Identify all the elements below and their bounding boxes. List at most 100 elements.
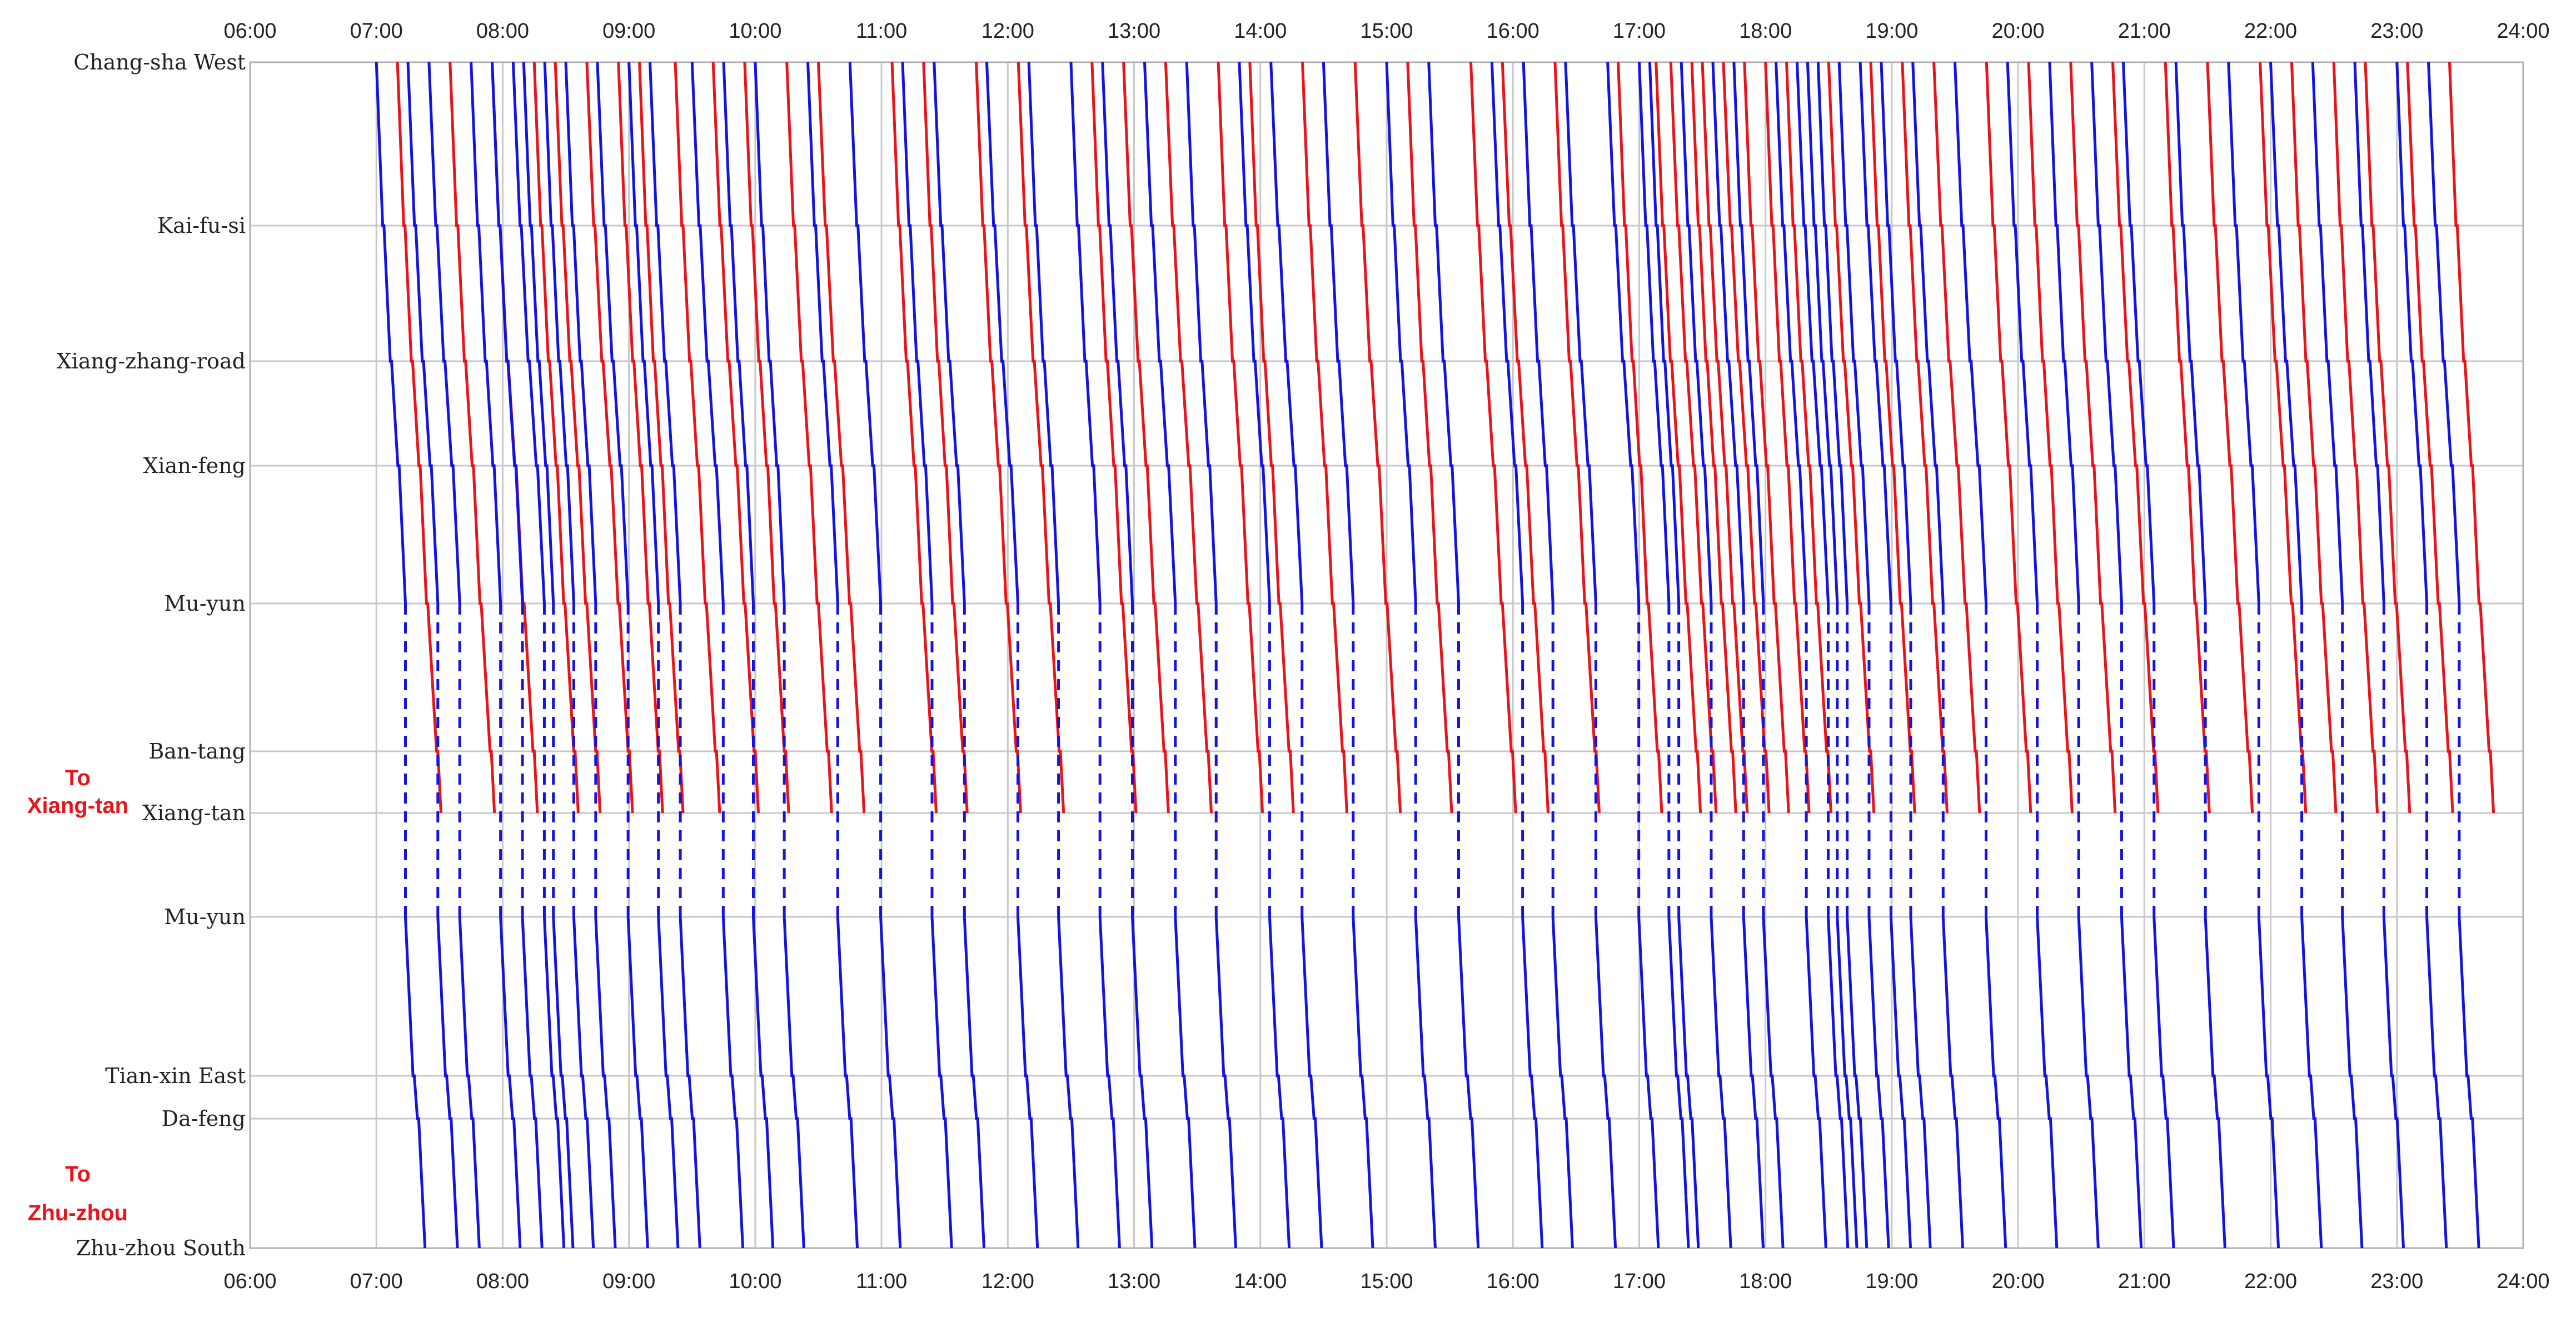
train-xiang-tan-line [1406,62,1453,814]
train-zhu-zhou-line-lower [594,916,617,1249]
train-zhu-zhou-line-upper [2311,62,2344,604]
train-zhu-zhou-line-upper [1101,62,1134,604]
train-zhu-zhou-line-lower [721,916,745,1249]
train-zhu-zhou-line-upper [754,62,786,604]
train-zhu-zhou-line-lower [2120,916,2143,1249]
train-xiang-tan-line [1869,62,1916,814]
station-label: Zhu-zhou South [76,1236,246,1260]
train-xiang-tan-line [491,62,539,814]
train-zhu-zhou-line-lower [542,916,566,1249]
train-zhu-zhou-line-upper [2048,62,2080,604]
train-xiang-tan-line [890,62,938,814]
train-zhu-zhou-line-lower [521,916,544,1249]
train-zhu-zhou-line-lower [1214,916,1237,1249]
x-tick-label-bottom: 22:00 [2244,1270,2297,1293]
train-xiang-tan-line [2406,62,2454,814]
grid [249,61,2524,1249]
train-xiang-tan-line [2364,62,2411,814]
train-xiang-tan-line [1164,62,1213,814]
train-xiang-tan-line [1985,62,2032,814]
train-zhu-zhou-line-upper [1858,62,1892,604]
train-zhu-zhou-line-upper [2006,62,2039,604]
x-tick-label-bottom: 23:00 [2370,1270,2423,1293]
train-zhu-zhou-line-upper [1069,62,1102,604]
train-zhu-zhou-line-lower [751,916,775,1249]
train-zhu-zhou-line-upper [1564,62,1597,604]
train-zhu-zhou-line-lower [2341,916,2364,1249]
train-zhu-zhou-line-upper [1954,62,1988,604]
train-zhu-zhou-line-upper [2090,62,2123,604]
train-zhu-zhou-line-lower [783,916,805,1249]
train-zhu-zhou-line-lower [1762,916,1785,1249]
train-zhu-zhou-line-lower [1098,916,1121,1249]
train-xiang-tan-line [1901,62,1949,814]
train-xiang-tan-line [532,62,580,814]
train-zhu-zhou-line-lower [2077,916,2100,1249]
train-xiang-tan-line [1785,62,1832,814]
x-tick-label-bottom: 18:00 [1739,1270,1792,1293]
train-zhu-zhou-line-lower [930,916,953,1249]
train-zhu-zhou-line-upper [1143,62,1177,604]
train-xiang-tan-line [2259,62,2308,814]
train-zhu-zhou-line-lower [1889,916,1912,1249]
train-zhu-zhou-line-upper [491,62,524,604]
train-zhu-zhou-line-upper [1680,62,1713,604]
x-tick-label-top: 21:00 [2118,19,2171,43]
train-zhu-zhou-line-upper [427,62,461,604]
x-tick-label-top: 09:00 [602,19,655,43]
x-tick-label-bottom: 06:00 [223,1270,276,1293]
x-tick-label-bottom: 19:00 [1865,1270,1918,1293]
train-zhu-zhou-line-lower [879,916,902,1249]
train-zhu-zhou-line-upper [2174,62,2207,604]
train-zhu-zhou-line-lower [1805,916,1827,1249]
train-xiang-tan-line [922,62,969,814]
train-xiang-tan-line [1722,62,1771,814]
x-tick-label-bottom: 12:00 [981,1270,1034,1293]
train-paths [375,62,2495,1249]
train-xiang-tan-line [1353,62,1402,814]
train-zhu-zhou-line-upper [1637,62,1671,604]
train-xiang-tan-line [785,62,833,814]
train-xiang-tan-line [1617,62,1663,814]
train-xiang-tan-line [1690,62,1737,814]
train-zhu-zhou-line-lower [1521,916,1544,1249]
train-zhu-zhou-line-upper [2227,62,2260,604]
train-xiang-tan-line [1669,62,1718,814]
train-zhu-zhou-line-upper [2269,62,2304,604]
train-zhu-zhou-line-lower [1742,916,1765,1249]
train-zhu-zhou-line-lower [436,916,459,1249]
train-zhu-zhou-line-lower [1352,916,1374,1249]
train-zhu-zhou-line-upper [1490,62,1524,604]
train-zhu-zhou-line-upper [1322,62,1355,604]
x-tick-label-bottom: 20:00 [1992,1270,2045,1293]
train-zhu-zhou-line-upper [543,62,575,604]
train-xiang-tan-line [2206,62,2254,814]
train-xiang-tan-line [585,62,634,814]
train-zhu-zhou-line-lower [1667,916,1690,1249]
train-zhu-zhou-line-upper [1711,62,1745,604]
train-zhu-zhou-line-upper [1816,62,1849,604]
x-tick-label-top: 10:00 [729,19,781,43]
train-xiang-tan-line [638,62,685,814]
train-zhu-zhou-line-lower [1174,916,1197,1249]
train-zhu-zhou-line-lower [679,916,701,1249]
x-tick-label-top: 22:00 [2244,19,2297,43]
train-zhu-zhou-line-upper [564,62,597,604]
train-zhu-zhou-line-upper [1185,62,1218,604]
station-label: Xian-feng [143,453,246,478]
train-xiang-tan-line [2027,62,2074,814]
direction-label-line1: To [65,766,91,790]
train-zhu-zhou-line-upper [1269,62,1304,604]
train-zhu-zhou-line-upper [1385,62,1417,604]
x-tick-label-top: 19:00 [1865,19,1918,43]
x-tick-label-bottom: 11:00 [856,1270,907,1293]
x-tick-label-top: 13:00 [1108,19,1160,43]
train-zhu-zhou-line-upper [985,62,1020,604]
train-zhu-zhou-line-upper [406,62,440,604]
station-label: Tian-xin East [105,1064,246,1088]
train-zhu-zhou-line-upper [901,62,934,604]
train-xiang-tan-line [554,62,602,814]
train-zhu-zhou-line-upper [596,62,630,604]
train-zhu-zhou-line-upper [2395,62,2429,604]
train-zhu-zhou-line-lower [1551,916,1574,1249]
